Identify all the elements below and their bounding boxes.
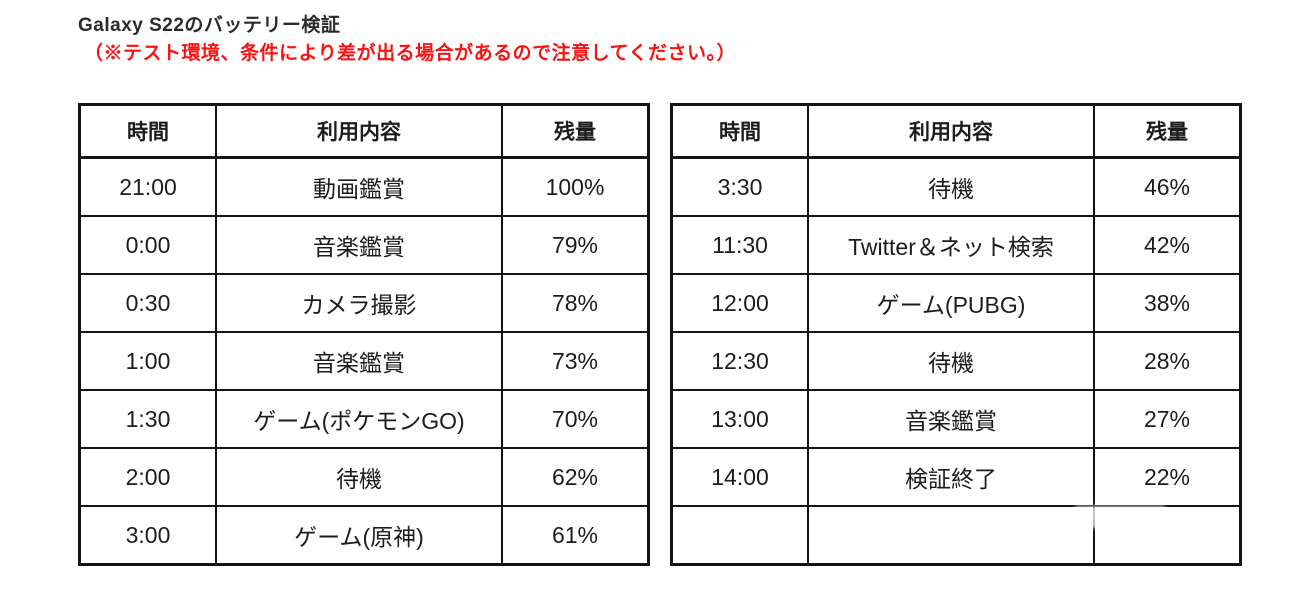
caution-note: （※テスト環境、条件により差が出る場合があるので注意してください。） [84, 43, 736, 64]
table-row: 0:30 カメラ撮影 78% [78, 273, 650, 333]
cell-time: 2:00 [78, 447, 217, 507]
cell-time: 12:30 [670, 331, 809, 391]
cell-remaining: 62% [501, 447, 650, 507]
table-row: 3:00 ゲーム(原神) 61% [78, 505, 650, 566]
table-row: 13:00 音楽鑑賞 27% [670, 389, 1242, 449]
header-row: 時間 利用内容 残量 [78, 103, 650, 159]
table-row: 12:30 待機 28% [670, 331, 1242, 391]
table-row: 2:00 待機 62% [78, 447, 650, 507]
table-row: 1:30 ゲーム(ポケモンGO) 70% [78, 389, 650, 449]
cell-remaining [1093, 505, 1242, 566]
cell-time: 12:00 [670, 273, 809, 333]
table-row: 12:00 ゲーム(PUBG) 38% [670, 273, 1242, 333]
table-row: 14:00 検証終了 22% [670, 447, 1242, 507]
table-row: 3:30 待機 46% [670, 156, 1242, 217]
cell-remaining: 70% [501, 389, 650, 449]
cell-time: 3:00 [78, 505, 217, 566]
cell-usage [807, 505, 1095, 566]
cell-remaining: 27% [1093, 389, 1242, 449]
col-header-usage: 利用内容 [807, 103, 1095, 159]
cell-usage: ゲーム(PUBG) [807, 273, 1095, 333]
col-header-remaining: 残量 [501, 103, 650, 159]
table-row: 21:00 動画鑑賞 100% [78, 156, 650, 217]
cell-time: 0:00 [78, 215, 217, 275]
header-row: 時間 利用内容 残量 [670, 103, 1242, 159]
cell-remaining: 22% [1093, 447, 1242, 507]
col-header-remaining: 残量 [1093, 103, 1242, 159]
table-row: 0:00 音楽鑑賞 79% [78, 215, 650, 275]
cell-usage: 音楽鑑賞 [215, 215, 503, 275]
cell-usage: カメラ撮影 [215, 273, 503, 333]
table-row: 11:30 Twitter＆ネット検索 42% [670, 215, 1242, 275]
cell-remaining: 78% [501, 273, 650, 333]
table-row: 1:00 音楽鑑賞 73% [78, 331, 650, 391]
battery-tables-container: 時間 利用内容 残量 21:00 動画鑑賞 100% 0:00 音楽鑑賞 79% 0:30 カメラ撮… [78, 103, 1242, 566]
cell-time: 1:00 [78, 331, 217, 391]
cell-time: 14:00 [670, 447, 809, 507]
col-header-usage: 利用内容 [215, 103, 503, 159]
cell-remaining: 79% [501, 215, 650, 275]
cell-remaining: 46% [1093, 156, 1242, 217]
cell-usage: 検証終了 [807, 447, 1095, 507]
cell-usage: 待機 [807, 156, 1095, 217]
table-row [670, 505, 1242, 566]
cell-usage: ゲーム(原神) [215, 505, 503, 566]
cell-remaining: 73% [501, 331, 650, 391]
cell-time: 1:30 [78, 389, 217, 449]
battery-table-right: 時間 利用内容 残量 3:30 待機 46% 11:30 Twitter＆ネット検索 42% 12… [670, 103, 1242, 566]
cell-time: 3:30 [670, 156, 809, 217]
cell-remaining: 100% [501, 156, 650, 217]
cell-remaining: 28% [1093, 331, 1242, 391]
battery-table-left: 時間 利用内容 残量 21:00 動画鑑賞 100% 0:00 音楽鑑賞 79% 0:30 カメラ撮… [78, 103, 650, 566]
cell-time [670, 505, 809, 566]
cell-usage: 動画鑑賞 [215, 156, 503, 217]
cell-remaining: 61% [501, 505, 650, 566]
col-header-time: 時間 [78, 103, 217, 159]
cell-remaining: 42% [1093, 215, 1242, 275]
cell-usage: ゲーム(ポケモンGO) [215, 389, 503, 449]
cell-time: 11:30 [670, 215, 809, 275]
cell-usage: 待機 [807, 331, 1095, 391]
page-title: Galaxy S22のバッテリー検証 [78, 15, 341, 36]
cell-time: 21:00 [78, 156, 217, 217]
cell-time: 13:00 [670, 389, 809, 449]
cell-remaining: 38% [1093, 273, 1242, 333]
cell-usage: 待機 [215, 447, 503, 507]
cell-usage: Twitter＆ネット検索 [807, 215, 1095, 275]
cell-usage: 音楽鑑賞 [807, 389, 1095, 449]
cell-time: 0:30 [78, 273, 217, 333]
cell-usage: 音楽鑑賞 [215, 331, 503, 391]
col-header-time: 時間 [670, 103, 809, 159]
